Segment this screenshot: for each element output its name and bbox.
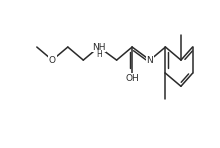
Text: H: H [96, 50, 102, 59]
Text: O: O [49, 56, 56, 65]
Text: NH: NH [92, 42, 106, 52]
Text: OH: OH [125, 74, 139, 83]
Text: N: N [147, 56, 153, 65]
